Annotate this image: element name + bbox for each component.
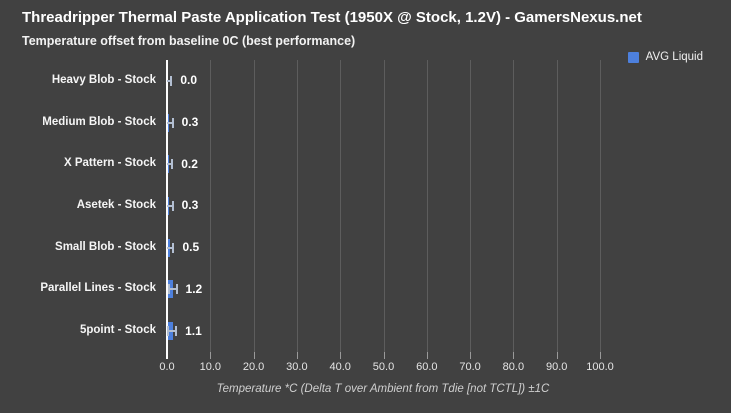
gridline [210, 60, 212, 352]
axis-tick-label: 90.0 [545, 361, 568, 373]
axis-tick-label: 0.0 [159, 361, 175, 373]
bar-row: Small Blob - Stock 0.5 [55, 227, 628, 269]
axis-tick-label: 10.0 [199, 361, 221, 373]
legend-swatch-icon [627, 51, 639, 63]
gridline [296, 60, 298, 352]
bar-row: X Pattern - Stock 0.2 [64, 143, 628, 185]
chart-subtitle: Temperature offset from baseline 0C (bes… [22, 34, 356, 48]
axis-tick-label: 30.0 [286, 361, 308, 373]
error-bar-cap-right [171, 159, 174, 170]
axis-tick-label: 50.0 [372, 361, 395, 373]
value-label: 1.2 [185, 281, 203, 296]
error-bar-cap-left [167, 284, 170, 295]
bar-row: Medium Blob - Stock 0.3 [42, 102, 628, 144]
gridline [340, 60, 342, 352]
axis-tick-label: 80.0 [502, 361, 525, 373]
bar-row: Asetek - Stock 0.3 [77, 185, 628, 227]
error-bar-cap-right [170, 75, 173, 86]
axis-tick [340, 352, 342, 359]
axis-tick [383, 352, 385, 359]
error-bar-cap-right [172, 242, 175, 253]
axis-tick [210, 352, 212, 359]
category-label: 5point - Stock [79, 324, 156, 337]
x-axis: 0.0 10.0 20.0 30.0 40.0 50.0 60.0 70.0 80.0 90.0 1… [159, 352, 628, 412]
error-bar-cap-right [171, 117, 174, 128]
axis-tick-label: 40.0 [329, 361, 351, 373]
axis-tick [253, 352, 255, 359]
value-label: 0.3 [181, 115, 199, 130]
axis-tick [600, 352, 601, 359]
chart-title: Threadripper Thermal Paste Application T… [22, 9, 642, 26]
category-label: Parallel Lines - Stock [40, 282, 156, 295]
gridline [383, 60, 385, 352]
category-label: Asetek - Stock [76, 198, 156, 211]
gridline [253, 60, 255, 352]
error-bar-cap-right [175, 326, 178, 337]
value-label: 0.0 [180, 73, 198, 88]
legend-label: AVG Liquid [645, 51, 703, 63]
gridline [600, 60, 601, 352]
axis-tick [470, 352, 472, 359]
axis-tick [426, 352, 428, 359]
plot-area: Heavy Blob - Stock 0.0 Medium Blob - Stock… [40, 60, 628, 359]
gridline [556, 60, 558, 352]
error-bar-line [167, 79, 172, 82]
axis-tick [513, 352, 515, 359]
value-label: 1.1 [185, 323, 202, 338]
error-bar-line [167, 330, 177, 333]
category-label: Medium Blob - Stock [42, 115, 156, 128]
gridline [513, 60, 515, 352]
bar-row: 5point - Stock 1.1 [80, 310, 628, 352]
category-label: Heavy Blob - Stock [51, 73, 156, 86]
error-bar-line [167, 246, 174, 249]
error-bar-line [167, 121, 173, 124]
gridline [470, 60, 472, 352]
value-label: 0.3 [181, 198, 199, 213]
axis-tick [296, 352, 298, 359]
value-label: 0.2 [181, 156, 198, 171]
axis-tick [556, 352, 558, 359]
value-label: 0.5 [182, 240, 200, 255]
zero-baseline [166, 60, 168, 359]
error-bar-cap-right [175, 284, 178, 295]
axis-tick-label: 60.0 [416, 361, 438, 373]
legend: AVG Liquid [627, 51, 703, 63]
bar-row: Parallel Lines - Stock 1.2 [40, 269, 628, 311]
category-label: X Pattern - Stock [63, 157, 156, 170]
error-bar-cap-left [167, 326, 170, 337]
error-bar-cap-right [171, 200, 174, 211]
x-axis-title: Temperature *C (Delta T over Ambient fro… [216, 383, 550, 395]
axis-tick-label: 100.0 [586, 361, 614, 373]
error-bar-line [167, 204, 173, 207]
axis-tick-label: 70.0 [459, 361, 481, 373]
error-bar-line [167, 163, 173, 166]
category-label: Small Blob - Stock [55, 240, 156, 253]
gridline [426, 60, 428, 352]
error-bar-line [167, 288, 177, 291]
axis-tick-label: 20.0 [242, 361, 265, 373]
bar-row: Heavy Blob - Stock 0.0 [52, 60, 628, 102]
